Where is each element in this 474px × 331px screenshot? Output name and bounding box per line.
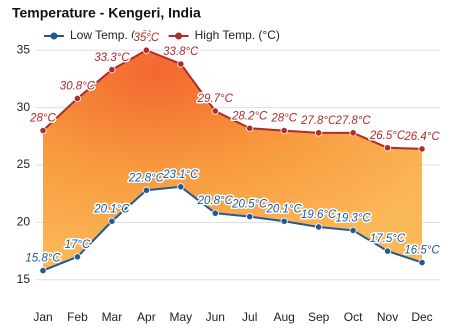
- value-label: 27.8°C: [334, 115, 371, 127]
- data-point: [280, 126, 288, 135]
- value-label: 35°C: [134, 32, 160, 44]
- data-point: [39, 266, 47, 275]
- x-tick-label: Oct: [344, 310, 363, 324]
- data-point: [211, 209, 219, 217]
- y-tick-label: 25: [17, 157, 31, 171]
- data-point: [177, 60, 185, 68]
- value-label: 26.4°C: [403, 131, 440, 143]
- chart-title: Temperature - Kengeri, India: [12, 5, 201, 21]
- value-label: 19.3°C: [335, 212, 371, 224]
- x-tick-label: Aug: [274, 310, 295, 324]
- value-label: 33.8°C: [163, 46, 199, 58]
- value-label: 20.1°C: [266, 203, 303, 215]
- value-label: 15.8°C: [25, 253, 61, 265]
- legend-marker: [50, 32, 58, 40]
- range-area: [43, 50, 422, 271]
- y-tick-label: 30: [17, 100, 31, 114]
- legend: Low Temp. (°C) High Temp. (°C): [44, 28, 280, 42]
- data-point: [418, 145, 426, 153]
- legend-label: Low Temp. (°C): [70, 28, 153, 42]
- data-point: [142, 46, 150, 54]
- data-point: [73, 94, 82, 103]
- x-tick-label: Sep: [308, 310, 330, 324]
- data-point: [108, 217, 116, 225]
- x-tick-label: Feb: [67, 310, 88, 324]
- series-line: [42, 185, 423, 272]
- range-area-group: [43, 50, 422, 271]
- data-point: [315, 129, 323, 137]
- data-point: [73, 253, 82, 261]
- legend-marker: [175, 32, 183, 40]
- value-label: 20.8°C: [197, 195, 234, 207]
- value-label: 16.5°C: [404, 245, 440, 257]
- lines: [39, 46, 426, 275]
- data-point: [383, 144, 392, 152]
- x-tick-label: Jun: [206, 310, 225, 324]
- x-tick-label: Mar: [102, 310, 123, 324]
- data-point: [211, 107, 219, 115]
- value-label: 28°C: [270, 113, 297, 125]
- value-label: 26.5°C: [369, 130, 406, 142]
- value-label: 28°C: [29, 113, 56, 125]
- value-label: 30.8°C: [60, 80, 96, 92]
- x-tick-label: Dec: [411, 310, 432, 324]
- x-tick-label: Jul: [242, 310, 257, 324]
- y-tick-label: 20: [17, 215, 31, 229]
- data-point: [315, 223, 323, 231]
- value-label: 20.1°C: [93, 203, 130, 215]
- data-point: [142, 186, 150, 194]
- data-point: [39, 126, 47, 135]
- value-label: 17.5°C: [370, 233, 406, 245]
- y-tick-label: 35: [17, 42, 31, 56]
- data-point: [349, 226, 357, 235]
- data-point: [246, 124, 254, 132]
- value-label: 33.3°C: [94, 52, 130, 64]
- value-label: 23.1°C: [162, 169, 199, 181]
- data-point: [383, 247, 392, 255]
- data-point: [246, 213, 254, 221]
- data-point: [280, 217, 288, 225]
- value-label: 22.8°C: [128, 172, 165, 184]
- value-label: 29.7°C: [197, 93, 234, 105]
- data-point: [349, 129, 357, 137]
- data-point: [418, 258, 426, 267]
- value-label: 28.2°C: [231, 110, 268, 122]
- value-labels: 15.8°C 17°C 20.1°C 22.8°C 23.1°C 20.8°C 20.5°C…: [24, 31, 442, 266]
- value-label: 27.8°C: [300, 115, 337, 127]
- y-tick-label: 15: [17, 272, 31, 286]
- grid: 15 20 25 30 35 Jan Feb Mar Apr May Jun Jul Aug Sep Oct…: [17, 42, 440, 324]
- value-label: 17°C: [65, 239, 91, 251]
- data-point: [108, 66, 116, 74]
- x-tick-label: Apr: [137, 310, 156, 324]
- x-tick-label: May: [169, 310, 192, 324]
- legend-label: High Temp. (°C): [195, 28, 280, 42]
- value-label: 20.5°C: [231, 199, 268, 211]
- x-tick-label: Nov: [377, 310, 398, 324]
- data-point: [177, 183, 185, 191]
- value-label: 19.6°C: [301, 209, 337, 221]
- series-line: [42, 49, 423, 150]
- x-tick-label: Jan: [33, 310, 52, 324]
